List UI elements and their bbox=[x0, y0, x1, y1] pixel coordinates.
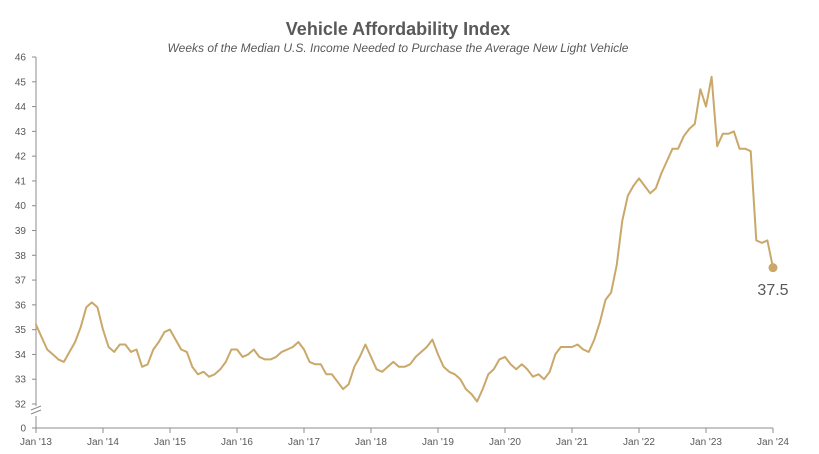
chart-title: Vehicle Affordability Index bbox=[286, 19, 510, 39]
y-tick-label: 34 bbox=[15, 350, 27, 361]
y-tick-label: 36 bbox=[15, 300, 27, 311]
y-tick-label: 42 bbox=[15, 152, 27, 163]
axis-break-mark bbox=[30, 409, 42, 415]
y-tick-label: 35 bbox=[15, 325, 27, 336]
x-tick-label: Jan '18 bbox=[355, 437, 387, 448]
series-line-vehicle-affordability bbox=[35, 75, 774, 403]
y-tick-label: 41 bbox=[15, 176, 27, 187]
y-tick-label: 40 bbox=[15, 201, 27, 212]
x-tick-label: Jan '17 bbox=[288, 437, 320, 448]
x-tick-label: Jan '16 bbox=[221, 437, 253, 448]
y-axis: 0 32 33 34 35 36 37 38 39 40 41 42 43 44 45 46 bbox=[15, 53, 42, 435]
end-value-label: 37.5 bbox=[757, 282, 788, 299]
y-tick-label: 38 bbox=[15, 251, 27, 262]
y-tick-label: 45 bbox=[15, 77, 27, 88]
x-tick-label: Jan '24 bbox=[757, 437, 789, 448]
y-tick-label: 37 bbox=[15, 276, 27, 287]
x-tick-label: Jan '19 bbox=[422, 437, 454, 448]
end-point-marker bbox=[768, 263, 778, 273]
x-axis: Jan '13 Jan '14 Jan '15 Jan '16 Jan '17 Jan '… bbox=[20, 427, 789, 448]
y-tick-label: 0 bbox=[20, 424, 26, 435]
axis-break-mark bbox=[30, 405, 42, 411]
y-tick-label: 44 bbox=[15, 102, 27, 113]
x-tick-label: Jan '14 bbox=[87, 437, 119, 448]
y-tick-label: 33 bbox=[15, 375, 27, 386]
x-tick-label: Jan '23 bbox=[690, 437, 722, 448]
x-tick-label: Jan '13 bbox=[20, 437, 52, 448]
chart-subtitle: Weeks of the Median U.S. Income Needed t… bbox=[168, 41, 629, 55]
series-group bbox=[35, 75, 778, 403]
x-tick-label: Jan '20 bbox=[489, 437, 521, 448]
y-tick-label: 32 bbox=[15, 400, 27, 411]
y-tick-label: 43 bbox=[15, 127, 27, 138]
x-tick-label: Jan '15 bbox=[154, 437, 186, 448]
x-tick-label: Jan '21 bbox=[556, 437, 588, 448]
x-tick-label: Jan '22 bbox=[623, 437, 655, 448]
y-tick-label: 39 bbox=[15, 226, 27, 237]
y-tick-label: 46 bbox=[15, 53, 27, 64]
